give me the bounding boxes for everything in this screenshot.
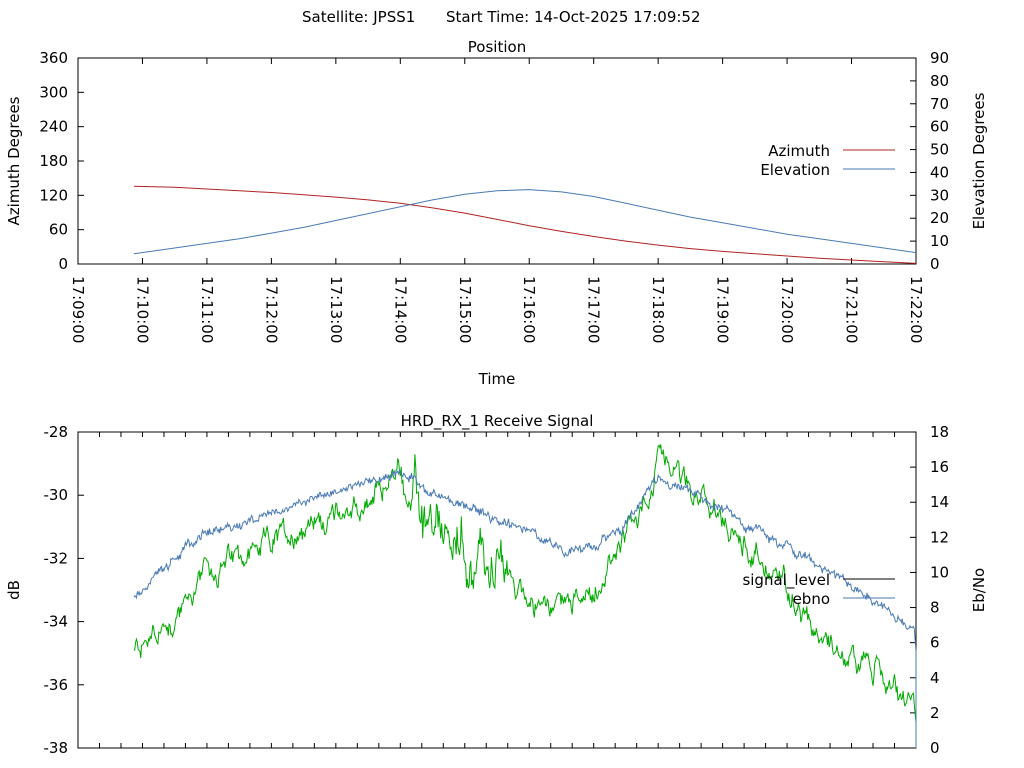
y2-tick-label: 2: [930, 704, 940, 722]
x-tick-label: 17:09:00: [69, 276, 87, 343]
x-tick-label: 17:10:00: [133, 276, 151, 343]
receive-signal-title: HRD_RX_1 Receive Signal: [401, 412, 594, 431]
y2-tick-label: 20: [930, 209, 949, 227]
y-tick-label: 180: [39, 152, 68, 170]
y2-tick-label: 0: [930, 739, 940, 757]
y2-tick-label: 10: [930, 563, 949, 581]
chart-header: Satellite: JPSS1 Start Time: 14-Oct-2025…: [302, 8, 701, 26]
y2-tick-label: 60: [930, 118, 949, 136]
y2-tick-label: 14: [930, 493, 949, 511]
y-tick-label: -28: [44, 423, 69, 441]
y2-tick-label: 4: [930, 669, 940, 687]
receive-signal-ylabel: dB: [5, 580, 23, 600]
x-tick-label: 17:13:00: [327, 276, 345, 343]
start-time-label: Start Time: 14-Oct-2025 17:09:52: [446, 8, 701, 26]
y2-tick-label: 18: [930, 423, 949, 441]
x-tick-label: 17:17:00: [585, 276, 603, 343]
y-tick-label: 120: [39, 186, 68, 204]
y-tick-label: -38: [44, 739, 69, 757]
y2-tick-label: 12: [930, 528, 949, 546]
y2-tick-label: 16: [930, 458, 949, 476]
x-tick-label: 17:20:00: [778, 276, 796, 343]
x-tick-label: 17:19:00: [714, 276, 732, 343]
x-tick-label: 17:11:00: [198, 276, 216, 343]
series-signal-level-line: [133, 444, 917, 723]
x-tick-label: 17:18:00: [649, 276, 667, 343]
x-tick-label: 17:16:00: [520, 276, 538, 343]
position-xlabel: Time: [478, 370, 516, 388]
y-tick-label: -32: [44, 549, 69, 567]
legend-azimuth-label: Azimuth: [768, 142, 830, 160]
y2-tick-label: 0: [930, 255, 940, 273]
position-ylabel: Azimuth Degrees: [5, 96, 23, 225]
y-tick-label: 60: [49, 221, 68, 239]
y-tick-label: -36: [44, 676, 69, 694]
legend-signal-level-label: signal_level: [742, 571, 830, 590]
y2-tick-label: 40: [930, 163, 949, 181]
position-y2label: Elevation Degrees: [970, 92, 988, 229]
y-tick-label: 240: [39, 118, 68, 136]
series-elevation-line: [133, 189, 917, 255]
y-tick-label: 360: [39, 49, 68, 67]
x-tick-label: 17:22:00: [907, 276, 925, 343]
series-ebno-line: [133, 468, 917, 748]
receive-signal-plot: HRD_RX_1 Receive Signal -38 -36 -34 -32 -30 -2…: [5, 412, 988, 757]
y2-tick-label: 80: [930, 72, 949, 90]
x-tick-label: 17:14:00: [391, 276, 409, 343]
position-title: Position: [468, 38, 526, 56]
x-tick-label: 17:12:00: [262, 276, 280, 343]
series-azimuth-line: [133, 185, 917, 264]
y2-tick-label: 90: [930, 49, 949, 67]
y-tick-label: -30: [44, 486, 69, 504]
legend-ebno-label: ebno: [793, 590, 830, 608]
x-tick-label: 17:15:00: [456, 276, 474, 343]
receive-signal-y2label: Eb/No: [970, 568, 988, 612]
y2-tick-label: 10: [930, 232, 949, 250]
x-tick-label: 17:21:00: [843, 276, 861, 343]
y2-tick-label: 50: [930, 141, 949, 159]
y2-tick-label: 70: [930, 95, 949, 113]
receive-signal-frame: [77, 431, 917, 749]
satellite-label: Satellite: JPSS1: [302, 8, 415, 26]
y-tick-label: 0: [58, 255, 68, 273]
y-tick-label: 300: [39, 83, 68, 101]
y2-tick-label: 30: [930, 186, 949, 204]
y-tick-label: -34: [44, 613, 69, 631]
y2-tick-label: 6: [930, 634, 940, 652]
position-plot: Position 0 60 120 180 240 300 360 0 10 20 30 40 50 60 7…: [5, 38, 988, 388]
y2-tick-label: 8: [930, 599, 940, 617]
legend-elevation-label: Elevation: [760, 161, 830, 179]
